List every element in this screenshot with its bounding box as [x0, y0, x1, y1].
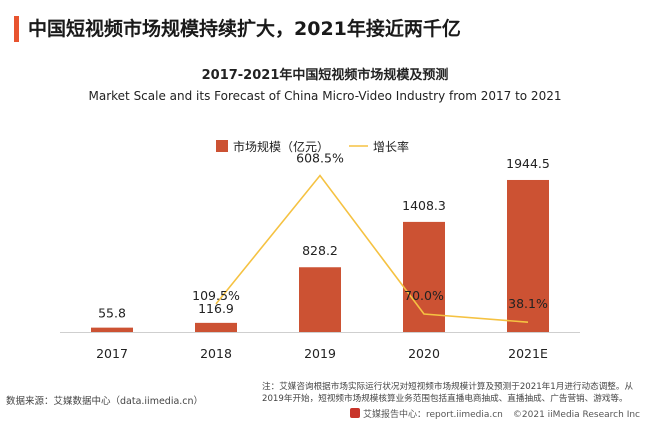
chart-subtitle: Market Scale and its Forecast of China M… [88, 89, 562, 103]
bar-value-label-2021E: 1944.5 [506, 156, 550, 171]
growth-rate-line [215, 174, 529, 324]
chart-title: 2017-2021年中国短视频市场规模及预测 [201, 68, 449, 83]
brand-report-link[interactable]: 艾媒报告中心：report.iimedia.cn [362, 410, 503, 420]
x-tick-label-2021E: 2021E [508, 346, 548, 361]
bar-value-label-2020: 1408.3 [402, 198, 446, 213]
page-title: 中国短视频市场规模持续扩大，2021年接近两千亿 [28, 18, 461, 40]
bar-value-label-2017: 55.8 [98, 306, 126, 321]
x-tick-label-2019: 2019 [304, 346, 336, 361]
x-tick-label-2018: 2018 [200, 346, 232, 361]
brand-footer: 艾媒报告中心：report.iimedia.cn ©2021 iiMedia Re… [349, 407, 640, 420]
data-source: 数据来源：艾媒数据中心（data.iimedia.cn） [6, 396, 204, 407]
line-value-label-2021E: 38.1% [508, 296, 548, 311]
bar-2021E [507, 179, 549, 332]
bar-value-label-2018: 116.9 [198, 301, 234, 316]
x-tick-label-2017: 2017 [96, 346, 128, 361]
bar-2018 [195, 322, 237, 332]
bar-2019 [299, 267, 341, 332]
legend-bar-label: 市场规模（亿元） [233, 139, 329, 154]
header: 中国短视频市场规模持续扩大，2021年接近两千亿 [0, 0, 650, 52]
title-accent-bar [14, 16, 19, 42]
bar-2017 [91, 327, 133, 332]
line-value-label-2019: 608.5% [296, 151, 344, 166]
line-value-label-2018: 109.5% [192, 288, 240, 303]
bar-value-label-2019: 828.2 [302, 243, 338, 258]
brand-logo-icon [349, 408, 360, 418]
legend-bar-swatch [216, 140, 228, 152]
legend-line-label: 增长率 [373, 139, 409, 154]
copyright: ©2021 iiMedia Research Inc [512, 410, 640, 420]
x-tick-label-2020: 2020 [408, 346, 440, 361]
line-value-label-2020: 70.0% [404, 288, 444, 303]
footnote: 注：艾媒咨询根据市场实际运行状况对短视频市场规模计算及预测于2021年1月进行动… [262, 382, 634, 404]
